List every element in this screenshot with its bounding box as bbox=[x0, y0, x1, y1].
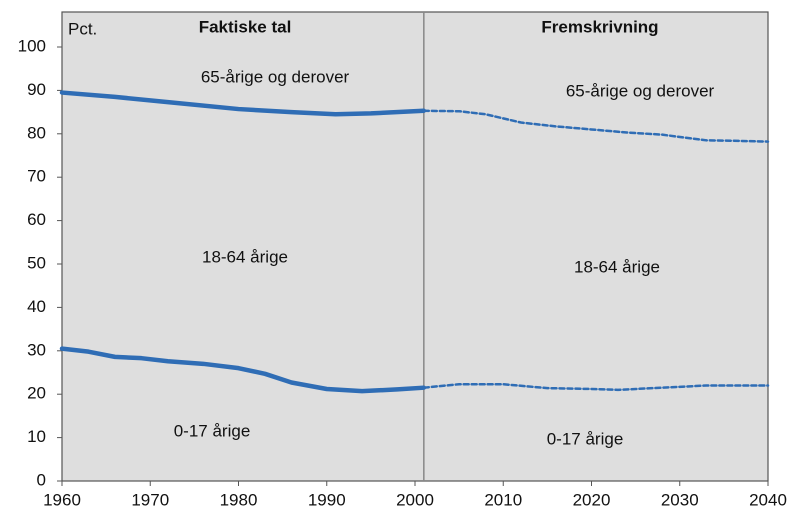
line-series bbox=[59, 90, 427, 117]
y-tick-label: 50 bbox=[27, 253, 46, 272]
x-tick-label: 1980 bbox=[220, 490, 258, 509]
y-tick-label: 70 bbox=[27, 167, 46, 186]
y-tick-label: 40 bbox=[27, 297, 46, 316]
annotation: 65-årige og derover bbox=[201, 67, 350, 86]
annotation: 0-17 årige bbox=[174, 421, 251, 440]
unit-label: Pct. bbox=[68, 19, 97, 38]
y-tick-label: 0 bbox=[37, 470, 46, 489]
x-tick-label: 1970 bbox=[131, 490, 169, 509]
y-tick-label: 100 bbox=[18, 36, 46, 55]
x-tick-label: 2000 bbox=[396, 490, 434, 509]
y-tick-label: 90 bbox=[27, 80, 46, 99]
x-tick-label: 2030 bbox=[661, 490, 699, 509]
x-tick-label: 1990 bbox=[308, 490, 346, 509]
x-tick-label: 2020 bbox=[573, 490, 611, 509]
section-label: Faktiske tal bbox=[199, 17, 292, 36]
annotation: 18-64 årige bbox=[202, 247, 288, 266]
x-tick-label: 1960 bbox=[43, 490, 81, 509]
x-tick-label: 2040 bbox=[749, 490, 787, 509]
plot-area bbox=[61, 11, 769, 482]
y-tick-label: 30 bbox=[27, 340, 46, 359]
x-tick-label: 2010 bbox=[484, 490, 522, 509]
y-tick-label: 60 bbox=[27, 210, 46, 229]
annotation: 18-64 årige bbox=[574, 257, 660, 276]
y-tick-label: 20 bbox=[27, 384, 46, 403]
line-series bbox=[422, 382, 770, 392]
y-tick-label: 10 bbox=[27, 427, 46, 446]
annotation: 0-17 årige bbox=[547, 429, 624, 448]
section-label: Fremskrivning bbox=[541, 17, 658, 36]
annotation: 65-årige og derover bbox=[566, 81, 715, 100]
line-series bbox=[59, 346, 427, 394]
y-tick-label: 80 bbox=[27, 123, 46, 142]
line-series bbox=[422, 109, 770, 143]
